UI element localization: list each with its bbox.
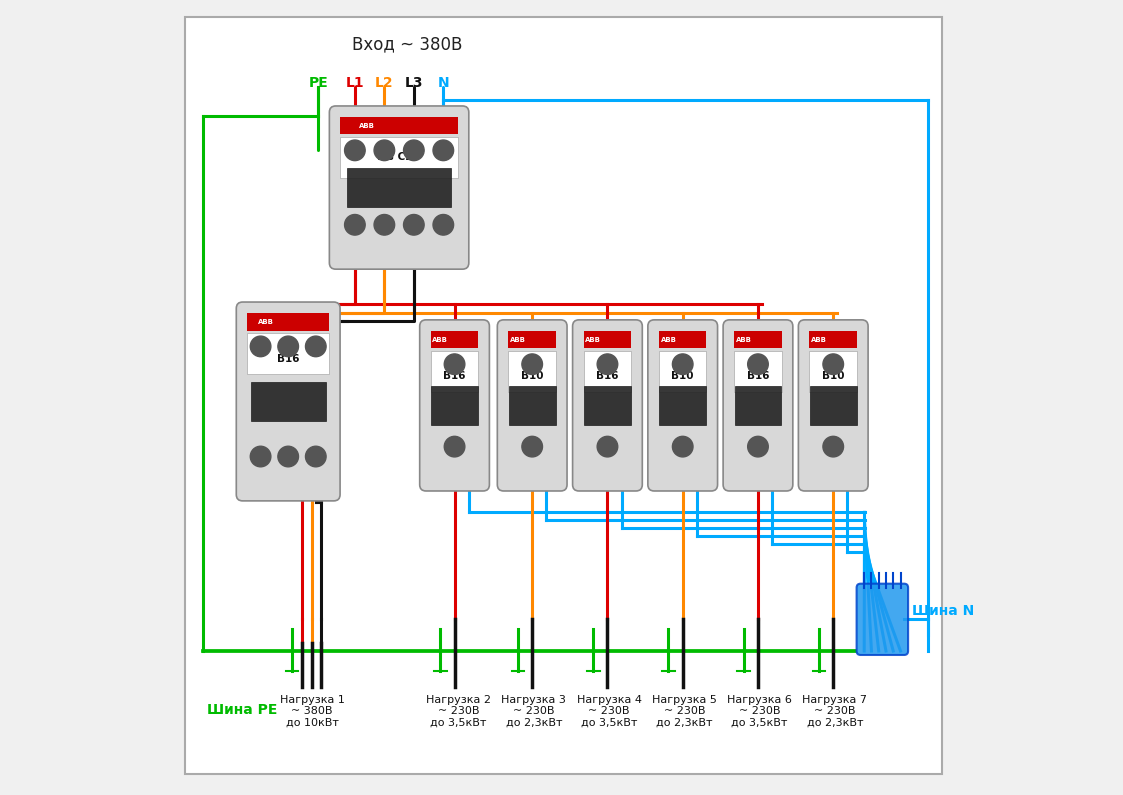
Text: L3: L3	[404, 76, 423, 90]
Bar	[734, 331, 782, 348]
Text: Шина N: Шина N	[912, 604, 975, 619]
Circle shape	[433, 140, 454, 161]
Bar	[431, 386, 478, 425]
Circle shape	[277, 336, 299, 357]
Bar	[659, 351, 706, 392]
FancyBboxPatch shape	[236, 302, 340, 501]
Circle shape	[445, 436, 465, 457]
Bar	[810, 351, 857, 392]
FancyBboxPatch shape	[648, 320, 718, 491]
Circle shape	[277, 446, 299, 467]
Circle shape	[823, 436, 843, 457]
Text: ABB: ABB	[736, 336, 751, 343]
Text: ABB: ABB	[432, 336, 448, 343]
Text: АВ
В16: АВ В16	[444, 360, 466, 382]
Circle shape	[522, 354, 542, 374]
Bar	[340, 137, 458, 178]
Circle shape	[305, 336, 326, 357]
Text: АВ
В16: АВ В16	[596, 360, 619, 382]
Bar	[659, 386, 706, 425]
FancyBboxPatch shape	[329, 106, 468, 270]
Bar	[509, 331, 556, 348]
Bar	[810, 386, 857, 425]
Text: АВ
В10: АВ В10	[822, 360, 844, 382]
Circle shape	[597, 354, 618, 374]
FancyBboxPatch shape	[857, 584, 909, 655]
FancyBboxPatch shape	[798, 320, 868, 491]
Circle shape	[748, 436, 768, 457]
Text: Нагрузка 5
~ 230В
до 2,3кВт: Нагрузка 5 ~ 230В до 2,3кВт	[651, 695, 716, 727]
Circle shape	[374, 215, 394, 235]
Text: ABB: ABB	[585, 336, 601, 343]
Circle shape	[597, 436, 618, 457]
Text: Нагрузка 6
~ 230В
до 3,5кВт: Нагрузка 6 ~ 230В до 3,5кВт	[727, 695, 792, 727]
Text: ABB: ABB	[660, 336, 676, 343]
Text: ABB: ABB	[811, 336, 827, 343]
Text: Нагрузка 7
~ 230В
до 2,3кВт: Нагрузка 7 ~ 230В до 2,3кВт	[802, 695, 867, 727]
Bar	[734, 351, 782, 392]
Text: Нагрузка 3
~ 230В
до 2,3кВт: Нагрузка 3 ~ 230В до 2,3кВт	[501, 695, 566, 727]
Bar	[431, 331, 478, 348]
Bar	[247, 313, 329, 331]
Bar	[431, 351, 478, 392]
Bar	[509, 351, 556, 392]
Text: L1: L1	[346, 76, 364, 90]
Text: PE: PE	[309, 76, 328, 90]
Circle shape	[673, 436, 693, 457]
Bar	[659, 331, 706, 348]
Text: АВ С25: АВ С25	[378, 152, 420, 161]
Circle shape	[305, 446, 326, 467]
Text: АВ
В16: АВ В16	[277, 342, 300, 363]
FancyBboxPatch shape	[497, 320, 567, 491]
Bar	[247, 333, 329, 374]
Circle shape	[673, 354, 693, 374]
Text: Нагрузка 4
~ 230В
до 3,5кВт: Нагрузка 4 ~ 230В до 3,5кВт	[576, 695, 641, 727]
Text: ABB: ABB	[359, 122, 375, 129]
Bar	[509, 386, 556, 425]
Circle shape	[374, 140, 394, 161]
Bar	[810, 331, 857, 348]
Text: АВ
В10: АВ В10	[672, 360, 694, 382]
Text: АВ
В16: АВ В16	[747, 360, 769, 382]
Circle shape	[250, 446, 271, 467]
Bar	[584, 386, 631, 425]
Text: Шина РЕ: Шина РЕ	[208, 703, 277, 716]
Circle shape	[345, 215, 365, 235]
Bar	[347, 168, 451, 207]
Circle shape	[250, 336, 271, 357]
Text: ABB: ABB	[257, 319, 273, 325]
Bar	[340, 117, 458, 134]
Circle shape	[433, 215, 454, 235]
Text: АВ
В10: АВ В10	[521, 360, 544, 382]
Text: L2: L2	[375, 76, 394, 90]
Bar	[584, 351, 631, 392]
Text: ABB: ABB	[510, 336, 526, 343]
Circle shape	[345, 140, 365, 161]
Text: Нагрузка 2
~ 230В
до 3,5кВт: Нагрузка 2 ~ 230В до 3,5кВт	[426, 695, 491, 727]
Bar	[584, 331, 631, 348]
FancyBboxPatch shape	[723, 320, 793, 491]
Circle shape	[403, 140, 424, 161]
Text: Вход ~ 380В: Вход ~ 380В	[351, 35, 463, 53]
Bar	[250, 382, 326, 421]
Bar	[734, 386, 782, 425]
FancyBboxPatch shape	[420, 320, 490, 491]
Text: Нагрузка 1
~ 380В
до 10кВт: Нагрузка 1 ~ 380В до 10кВт	[280, 695, 345, 727]
Circle shape	[403, 215, 424, 235]
Circle shape	[522, 436, 542, 457]
Text: N: N	[438, 76, 449, 90]
Circle shape	[748, 354, 768, 374]
Circle shape	[823, 354, 843, 374]
FancyBboxPatch shape	[573, 320, 642, 491]
Circle shape	[445, 354, 465, 374]
